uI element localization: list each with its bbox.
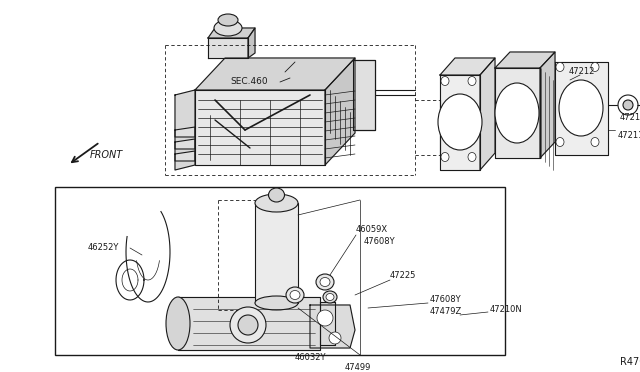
Ellipse shape [623,100,633,110]
Ellipse shape [166,297,190,350]
Ellipse shape [438,94,482,150]
Text: 47608Y: 47608Y [364,237,396,247]
Polygon shape [175,127,195,137]
Ellipse shape [468,153,476,161]
Ellipse shape [618,95,638,115]
Ellipse shape [320,278,330,286]
Ellipse shape [441,77,449,86]
Polygon shape [440,75,480,170]
Polygon shape [175,151,195,161]
Text: 47212: 47212 [569,67,595,77]
Text: 46032Y: 46032Y [294,353,326,362]
Text: 46059X: 46059X [356,225,388,234]
Polygon shape [320,302,335,345]
Polygon shape [175,139,195,149]
Polygon shape [175,90,195,170]
Ellipse shape [286,287,304,303]
Bar [55,187,505,355]
Ellipse shape [556,62,564,71]
Ellipse shape [214,20,242,36]
Ellipse shape [441,153,449,161]
Ellipse shape [255,194,298,212]
Polygon shape [310,305,355,348]
Polygon shape [178,297,320,350]
Ellipse shape [591,62,599,71]
Polygon shape [208,28,255,38]
Ellipse shape [255,296,298,310]
Text: 47211: 47211 [618,131,640,140]
Polygon shape [325,58,355,165]
Ellipse shape [238,315,258,335]
Polygon shape [248,28,255,58]
Polygon shape [195,90,325,165]
Text: 46252Y: 46252Y [88,244,120,253]
Ellipse shape [290,291,300,299]
Ellipse shape [591,138,599,147]
Polygon shape [440,58,495,75]
Polygon shape [353,60,375,130]
Polygon shape [555,62,608,155]
Polygon shape [540,52,555,158]
Text: R470002R: R470002R [620,357,640,367]
Ellipse shape [559,80,603,136]
Text: SEC.460: SEC.460 [230,77,268,87]
Ellipse shape [468,77,476,86]
Ellipse shape [323,291,337,303]
Bar [255,203,298,303]
Ellipse shape [269,188,285,202]
Polygon shape [495,52,555,68]
Ellipse shape [317,310,333,326]
Ellipse shape [556,138,564,147]
Ellipse shape [326,294,334,301]
Ellipse shape [218,14,238,26]
Text: 47210N: 47210N [490,305,523,314]
Ellipse shape [230,307,266,343]
Polygon shape [495,68,540,158]
Polygon shape [195,58,355,90]
Polygon shape [480,58,495,170]
Ellipse shape [495,83,539,143]
Text: 47225: 47225 [390,270,417,279]
Text: FRONT: FRONT [90,150,124,160]
Text: 47608Y: 47608Y [430,295,461,305]
Polygon shape [208,38,248,58]
Text: 47499: 47499 [345,362,371,372]
Ellipse shape [329,332,341,344]
Ellipse shape [316,274,334,290]
Text: 47479Z: 47479Z [430,308,462,317]
Text: 47212: 47212 [620,113,640,122]
